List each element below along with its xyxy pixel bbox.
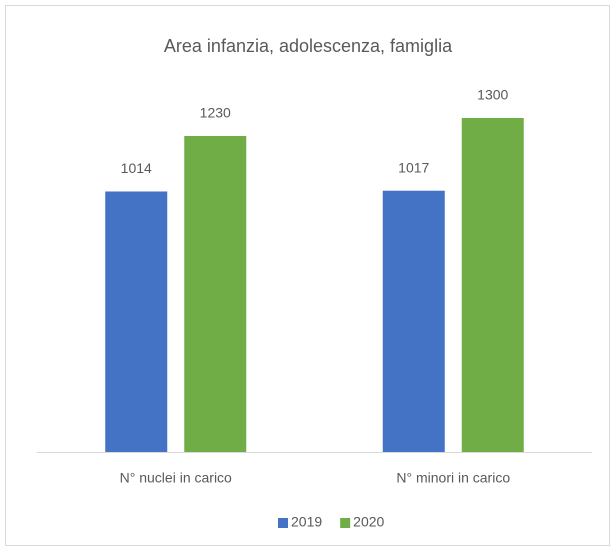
bar <box>382 190 445 452</box>
legend-swatch <box>278 518 288 528</box>
bar <box>184 135 247 452</box>
chart-title: Area infanzia, adolescenza, famiglia <box>164 36 453 56</box>
x-tick-label: N° nuclei in carico <box>120 470 232 486</box>
x-tick-label: N° minori in carico <box>396 470 510 486</box>
bar <box>105 191 168 453</box>
legend-swatch <box>340 518 351 528</box>
value-label: 1014 <box>121 160 152 176</box>
value-label: 1017 <box>398 159 429 175</box>
legend-label: 2020 <box>353 514 384 530</box>
bar <box>461 118 524 452</box>
legend-label: 2019 <box>291 514 322 530</box>
value-label: 1300 <box>477 87 508 103</box>
value-label: 1230 <box>200 105 231 121</box>
